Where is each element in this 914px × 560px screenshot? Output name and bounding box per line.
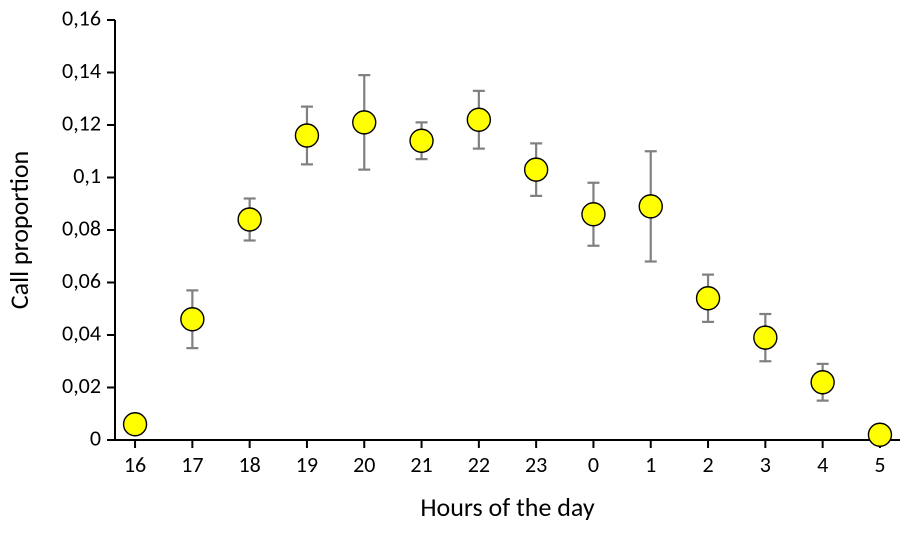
x-tick-label: 3	[760, 451, 771, 478]
x-tick-label: 22	[468, 451, 490, 478]
x-tick-label: 1	[645, 451, 656, 478]
x-tick-label: 17	[181, 451, 203, 478]
data-marker	[467, 108, 490, 131]
data-marker	[639, 195, 662, 218]
x-tick-label: 19	[296, 451, 318, 478]
y-tick-label: 0,08	[62, 214, 101, 241]
x-tick-label: 2	[702, 451, 713, 478]
chart-container: 0 0,02 0,04 0,06 0,08 0,1 0,12 0,14 0,16 16 17 18 19…	[0, 0, 914, 560]
y-tick-label: 0,02	[62, 372, 101, 399]
x-tick-label: 0	[588, 451, 599, 478]
data-marker	[868, 423, 891, 446]
x-tick-label: 20	[353, 451, 375, 478]
data-marker	[238, 208, 261, 231]
x-tick-label: 4	[817, 451, 828, 478]
x-axis-title: Hours of the day	[420, 491, 595, 523]
y-tick-label: 0,1	[73, 162, 101, 189]
y-axis-title: Call proportion	[3, 151, 35, 309]
y-tick-label: 0,16	[62, 4, 101, 31]
y-tick-label: 0,14	[62, 57, 101, 84]
data-marker	[353, 111, 376, 134]
data-marker	[295, 124, 318, 147]
x-tick-label: 16	[124, 451, 146, 478]
data-marker	[582, 203, 605, 226]
x-tick-label: 21	[410, 451, 432, 478]
y-tick-label: 0,04	[62, 319, 101, 346]
data-marker	[754, 326, 777, 349]
y-tick-label: 0,06	[62, 267, 101, 294]
x-tick-label: 5	[874, 451, 885, 478]
x-tick-label: 23	[525, 451, 547, 478]
data-marker	[410, 129, 433, 152]
data-marker	[697, 287, 720, 310]
y-tick-label: 0	[90, 424, 101, 451]
scatter-error-chart: 0 0,02 0,04 0,06 0,08 0,1 0,12 0,14 0,16 16 17 18 19…	[0, 0, 914, 560]
data-marker	[124, 413, 147, 436]
x-tick-label: 18	[238, 451, 260, 478]
data-marker	[811, 371, 834, 394]
data-marker	[181, 308, 204, 331]
data-marker	[525, 158, 548, 181]
y-tick-label: 0,12	[62, 109, 101, 136]
